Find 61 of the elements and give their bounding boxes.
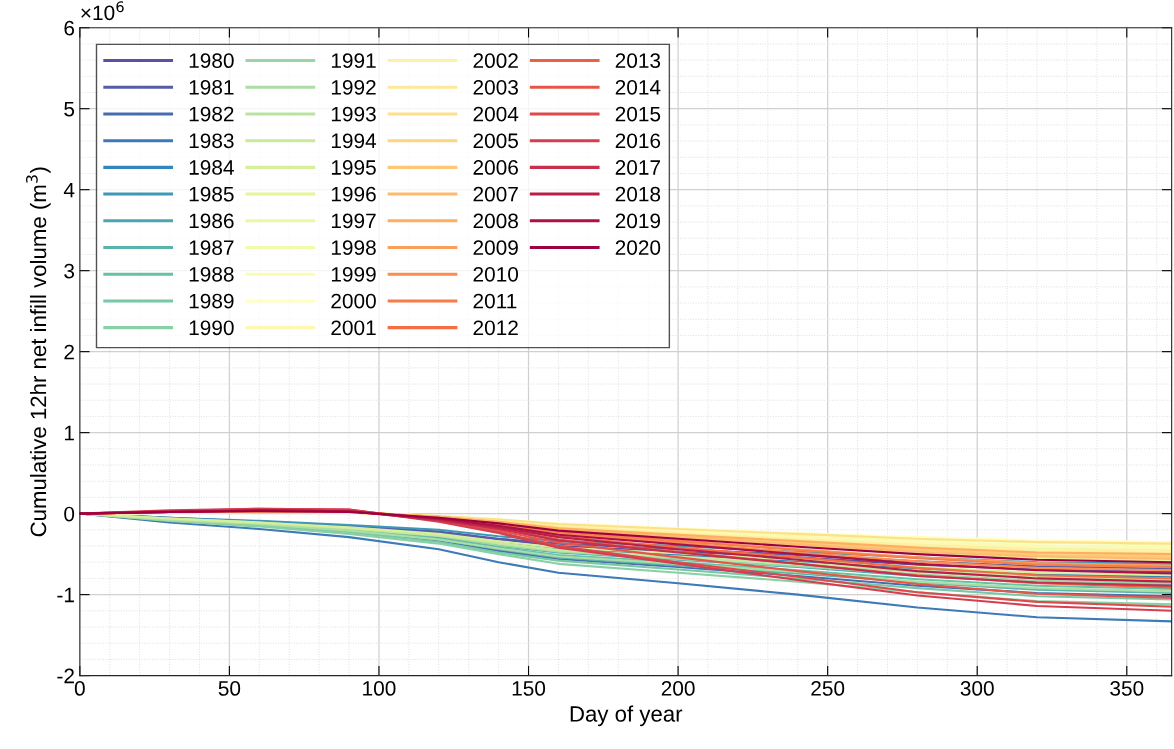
x-tick-label: 350 bbox=[1110, 681, 1144, 696]
x-axis-title: Day of year bbox=[570, 705, 683, 727]
y-tick-label: 6 bbox=[64, 20, 75, 36]
legend-label: 2017 bbox=[615, 160, 660, 175]
legend-label: 2016 bbox=[615, 133, 661, 149]
legend-label: 1999 bbox=[331, 266, 376, 282]
legend-label: 1982 bbox=[189, 106, 234, 122]
legend-label: 1991 bbox=[331, 53, 376, 69]
x-tick-label: 100 bbox=[363, 681, 396, 696]
legend-label: 1996 bbox=[331, 186, 376, 202]
legend-label: 2000 bbox=[331, 293, 376, 309]
legend-label: 2002 bbox=[473, 53, 518, 69]
legend-label: 1988 bbox=[189, 266, 234, 282]
legend-label: 2010 bbox=[473, 266, 519, 282]
legend-label: 2009 bbox=[473, 240, 518, 255]
y-tick-label: 1 bbox=[64, 425, 74, 441]
y-axis-title: Cumulative 12hr net infill volume (m$^{3}$) bbox=[26, 167, 51, 537]
legend-label: 2005 bbox=[473, 133, 518, 149]
legend-label: 2007 bbox=[473, 186, 518, 202]
legend-label: 2012 bbox=[473, 320, 518, 336]
y-tick-label: 5 bbox=[64, 101, 75, 117]
legend-label: 1998 bbox=[331, 240, 376, 255]
y-tick-label: -1 bbox=[57, 587, 74, 603]
y-tick-label: -2 bbox=[57, 668, 74, 684]
y-tick-label: 3 bbox=[64, 263, 75, 279]
x-tick-label: 300 bbox=[960, 681, 994, 696]
y-tick-label: 0 bbox=[64, 506, 75, 522]
legend-label: 2001 bbox=[331, 320, 376, 336]
legend-label: 2006 bbox=[473, 160, 518, 175]
legend-label: 2008 bbox=[473, 213, 518, 229]
legend-label: 2020 bbox=[615, 240, 661, 255]
x-tick-label: 50 bbox=[218, 681, 241, 696]
legend-label: 1995 bbox=[331, 160, 376, 175]
legend-label: 1983 bbox=[189, 133, 234, 149]
x-tick-label: 250 bbox=[811, 681, 845, 696]
legend-label: 1985 bbox=[189, 186, 234, 202]
legend-label: 1986 bbox=[189, 213, 234, 229]
y-tick-label: 2 bbox=[64, 344, 74, 360]
legend-label: 1980 bbox=[189, 53, 234, 69]
legend-label: 1992 bbox=[331, 79, 376, 95]
legend-label: 2015 bbox=[615, 106, 661, 122]
legend-label: 1997 bbox=[331, 213, 376, 229]
text: ×10$^{6}$ bbox=[81, 1, 124, 21]
legend-label: 2004 bbox=[473, 106, 519, 122]
x-tick-label: 200 bbox=[661, 681, 695, 696]
legend-label: 1989 bbox=[189, 293, 234, 309]
legend-label: 1990 bbox=[189, 320, 234, 336]
legend-label: 1981 bbox=[189, 79, 234, 95]
legend-label: 2013 bbox=[615, 53, 661, 69]
legend-label: 1987 bbox=[189, 240, 234, 255]
legend-label: 1994 bbox=[331, 133, 377, 149]
legend-label: 2018 bbox=[615, 186, 661, 202]
x-tick-label: 150 bbox=[512, 681, 546, 696]
legend-label: 2019 bbox=[615, 213, 661, 229]
legend-label: 2014 bbox=[615, 79, 661, 95]
legend-label: 1993 bbox=[331, 106, 376, 122]
legend-label: 2003 bbox=[473, 79, 518, 95]
legend-label: 2011 bbox=[473, 293, 517, 309]
x-tick-label: 0 bbox=[74, 681, 85, 696]
y-tick-label: 4 bbox=[63, 182, 75, 198]
legend-label: 1984 bbox=[189, 160, 234, 175]
